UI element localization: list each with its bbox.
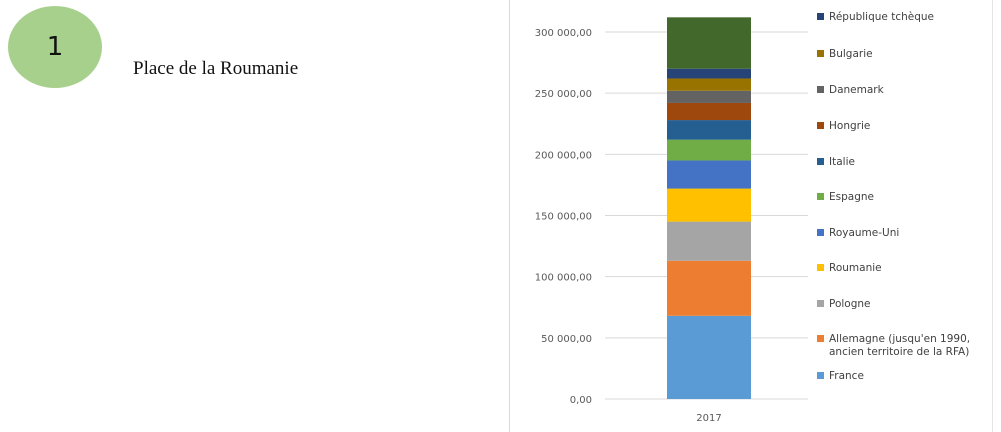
legend-swatch bbox=[817, 193, 824, 200]
legend-entry: Italie bbox=[829, 156, 855, 168]
x-tick-label: 2017 bbox=[696, 413, 721, 424]
legend-entry: République tchèque bbox=[829, 11, 934, 23]
chart-frame bbox=[509, 0, 1001, 432]
legend-entry: Bulgarie bbox=[829, 48, 873, 60]
bar-segment bbox=[667, 120, 751, 140]
bar-segment bbox=[667, 221, 751, 261]
step-number-badge: 1 bbox=[8, 6, 102, 88]
legend-swatch bbox=[817, 300, 824, 307]
bar-segment bbox=[667, 17, 751, 69]
legend-entry: Pologne bbox=[829, 298, 871, 310]
legend-swatch bbox=[817, 122, 824, 129]
legend-swatch bbox=[817, 335, 824, 342]
legend-entry: Royaume-Uni bbox=[829, 227, 899, 239]
legend-entry: Roumanie bbox=[829, 262, 882, 274]
step-number: 1 bbox=[46, 32, 64, 62]
y-tick-label: 300 000,00 bbox=[535, 28, 592, 39]
section-heading: Place de la Roumanie bbox=[133, 58, 299, 79]
legend-entry: France bbox=[829, 370, 864, 382]
bar-segment bbox=[667, 315, 751, 399]
bar-segment bbox=[667, 160, 751, 189]
legend-swatch bbox=[817, 264, 824, 271]
y-tick-label: 0,00 bbox=[570, 395, 592, 406]
legend-swatch bbox=[817, 372, 824, 379]
legend-swatch bbox=[817, 86, 824, 93]
y-tick-label: 100 000,00 bbox=[535, 273, 592, 284]
y-tick-label: 200 000,00 bbox=[535, 150, 592, 161]
y-tick-label: 50 000,00 bbox=[541, 334, 592, 345]
bar-segment bbox=[667, 90, 751, 103]
legend-swatch bbox=[817, 13, 824, 20]
legend-entry: Danemark bbox=[829, 84, 885, 96]
legend-swatch bbox=[817, 50, 824, 57]
legend-entry: Espagne bbox=[829, 191, 874, 203]
bar-segment bbox=[667, 260, 751, 316]
bar-segment bbox=[667, 78, 751, 91]
bar-segment bbox=[667, 102, 751, 121]
y-tick-label: 150 000,00 bbox=[535, 212, 592, 223]
bar-segment bbox=[667, 68, 751, 79]
y-tick-label: 250 000,00 bbox=[535, 89, 592, 100]
frame-divider bbox=[992, 0, 993, 432]
legend-swatch bbox=[817, 158, 824, 165]
legend-entry: Hongrie bbox=[829, 120, 870, 132]
legend-swatch bbox=[817, 229, 824, 236]
bar-segment bbox=[667, 139, 751, 161]
legend-entry: Allemagne (jusqu'en 1990, ancien territoi… bbox=[829, 333, 970, 358]
bar-segment bbox=[667, 188, 751, 222]
